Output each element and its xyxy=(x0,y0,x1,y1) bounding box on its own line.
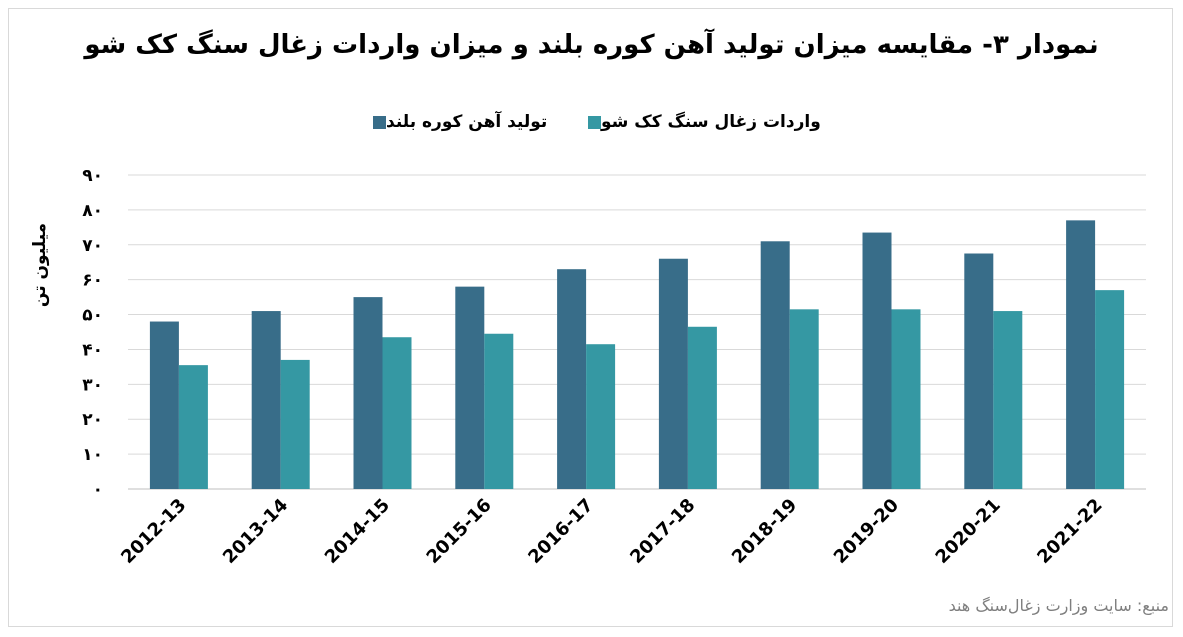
bar-coal-imports-2018-19 xyxy=(789,309,819,489)
x-tick-label: 2013-14 xyxy=(219,495,292,568)
x-tick-label: 2014-15 xyxy=(321,495,394,568)
bar-iron-production-2018-19 xyxy=(760,241,790,489)
x-tick-label: 2016-17 xyxy=(524,495,597,568)
y-tick-label: ۹۰ xyxy=(82,166,103,186)
legend-item-iron-production: تولید آهن کوره بلند xyxy=(365,112,547,132)
bar-coal-imports-2021-22 xyxy=(1095,290,1125,489)
bars xyxy=(149,220,1125,490)
chart-frame xyxy=(8,8,1173,627)
y-tick-label: ۸۰ xyxy=(82,201,103,221)
y-tick-label: ۴۰ xyxy=(82,340,103,360)
bar-iron-production-2013-14 xyxy=(251,311,281,489)
y-tick-labels: ۰ ۱۰ ۲۰ ۳۰ ۴۰ ۵۰ ۶۰ ۷۰ ۸۰ ۹۰ xyxy=(82,166,103,500)
legend-swatch-coal-imports xyxy=(588,115,601,129)
bar-coal-imports-2016-17 xyxy=(586,344,616,489)
bar-iron-production-2021-22 xyxy=(1066,220,1096,489)
x-tick-label: 2018-19 xyxy=(728,495,801,568)
chart-title: نمودار ۳- مقایسه میزان تولید آهن کوره بل… xyxy=(84,30,1099,60)
y-tick-label: ۰ xyxy=(93,480,103,500)
x-tick-label: 2012-13 xyxy=(117,495,190,568)
x-tick-label: 2020-21 xyxy=(932,495,1005,568)
bar-iron-production-2012-13 xyxy=(149,321,179,489)
bar-iron-production-2014-15 xyxy=(353,297,383,489)
bar-coal-imports-2019-20 xyxy=(891,309,921,489)
x-tick-label: 2017-18 xyxy=(626,495,699,568)
x-tick-label: 2015-16 xyxy=(423,495,496,568)
bar-coal-imports-2013-14 xyxy=(280,359,310,489)
bar-coal-imports-2020-21 xyxy=(993,311,1023,489)
y-tick-label: ۳۰ xyxy=(82,375,103,395)
y-tick-label: ۶۰ xyxy=(82,271,103,291)
bar-coal-imports-2015-16 xyxy=(484,333,514,489)
bar-iron-production-2020-21 xyxy=(964,253,994,489)
y-tick-label: ۲۰ xyxy=(82,410,103,430)
legend-item-coal-imports: واردات زغال سنگ کک شو xyxy=(580,112,821,132)
legend-label-iron-production: تولید آهن کوره بلند xyxy=(386,112,548,132)
bar-coal-imports-2012-13 xyxy=(178,365,208,489)
y-tick-label: ۷۰ xyxy=(82,236,103,256)
y-tick-label: ۵۰ xyxy=(82,306,103,326)
legend-label-coal-imports: واردات زغال سنگ کک شو xyxy=(601,112,821,132)
legend-swatch-iron-production xyxy=(373,115,386,129)
bar-iron-production-2016-17 xyxy=(557,269,587,489)
x-tick-label: 2019-20 xyxy=(830,495,903,568)
x-tick-label: 2021-22 xyxy=(1033,495,1106,568)
bar-coal-imports-2014-15 xyxy=(382,337,412,489)
bar-iron-production-2015-16 xyxy=(455,286,485,489)
bar-iron-production-2017-18 xyxy=(658,258,688,489)
x-tick-labels: 2012-13 2013-14 2014-15 2015-16 2016-17 2017-… xyxy=(117,495,1106,568)
bar-coal-imports-2017-18 xyxy=(687,326,717,489)
bar-iron-production-2019-20 xyxy=(862,232,892,490)
y-tick-label: ۱۰ xyxy=(82,445,103,465)
source-note: منبع: سایت وزارت زغال‌سنگ هند xyxy=(948,596,1169,615)
